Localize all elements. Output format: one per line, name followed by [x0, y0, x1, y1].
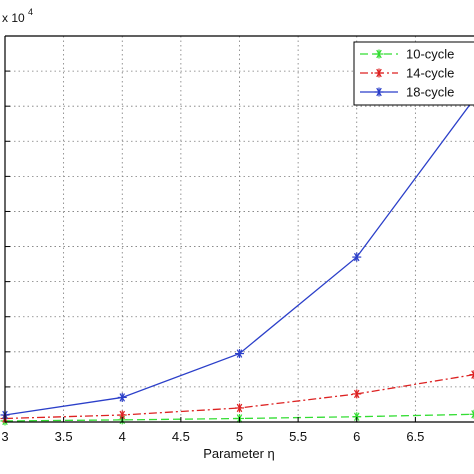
x-axis-label: Parameter η: [203, 446, 275, 461]
y-multiplier: x 10 4: [2, 7, 33, 25]
legend: 10-cycle 14-cycle 18-cycle: [353, 41, 474, 106]
x-tick-label: 5: [236, 429, 243, 444]
data-point: [235, 349, 244, 359]
data-point: [352, 252, 362, 262]
legend-marker: [374, 49, 384, 59]
axes: [4, 35, 474, 423]
y-multiplier-base: x 10: [2, 11, 25, 25]
data-point: [117, 410, 127, 420]
x-tick-label: 3.5: [55, 429, 73, 444]
y-multiplier-exponent: 4: [28, 7, 33, 17]
legend-label: 18-cycle: [406, 85, 454, 100]
series-layer: [0, 94, 474, 426]
data-point: [352, 389, 362, 399]
legend-marker: [374, 68, 384, 78]
data-point: [469, 370, 474, 380]
x-tick-label: 6.5: [406, 429, 424, 444]
data-point: [117, 392, 127, 402]
x-tick-label: 6: [353, 429, 360, 444]
legend-marker: [374, 87, 384, 97]
legend-label: 14-cycle: [406, 66, 454, 81]
tick-labels: 3 3.5 4 4.5 5 5.5 6 6.5: [1, 429, 424, 444]
x-tick-label: 4: [119, 429, 126, 444]
x-tick-label: 5.5: [289, 429, 307, 444]
legend-label: 10-cycle: [406, 47, 454, 62]
data-point: [235, 403, 244, 413]
data-point: [469, 409, 474, 419]
x-tick-label: 4.5: [172, 429, 190, 444]
x-tick-label: 3: [1, 429, 8, 444]
legend-box: [353, 41, 474, 106]
